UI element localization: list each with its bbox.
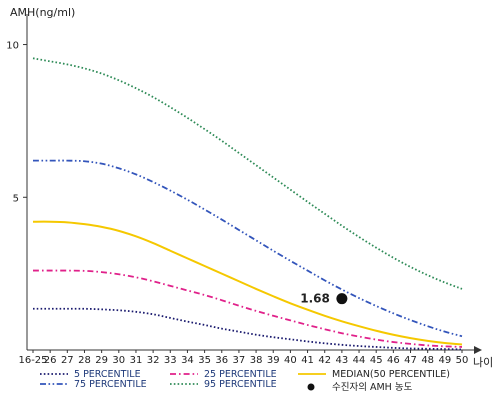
x-tick-label: 39 bbox=[267, 355, 280, 366]
legend-marker-dot bbox=[307, 383, 315, 391]
series-line-95-percentile bbox=[32, 57, 463, 290]
x-tick-label: 47 bbox=[404, 355, 417, 366]
x-tick-label: 16-25 bbox=[18, 355, 47, 366]
patient-marker-group: 1.68 bbox=[300, 292, 348, 306]
x-axis-arrow-icon bbox=[474, 346, 482, 354]
x-tick-label: 36 bbox=[215, 355, 228, 366]
patient-amh-value-label: 1.68 bbox=[300, 292, 330, 306]
x-axis-label: 나이 bbox=[473, 356, 493, 369]
x-tick-label: 29 bbox=[95, 355, 108, 366]
x-tick-label: 27 bbox=[61, 355, 74, 366]
x-tick-label: 44 bbox=[353, 355, 366, 366]
series-line-5-percentile bbox=[32, 307, 463, 351]
legend-label: 25 PERCENTILE bbox=[204, 369, 277, 380]
x-tick-label: 37 bbox=[233, 355, 246, 366]
x-tick-label: 35 bbox=[198, 355, 211, 366]
x-tick-label: 45 bbox=[370, 355, 383, 366]
legend-label: MEDIAN(50 PERCENTILE) bbox=[332, 369, 450, 380]
patient-amh-point bbox=[336, 293, 348, 305]
legend-label: 75 PERCENTILE bbox=[74, 379, 147, 390]
legend-label: 수진자의 AMH 농도 bbox=[332, 382, 413, 393]
legend-label: 5 PERCENTILE bbox=[74, 369, 141, 380]
series-lines bbox=[32, 57, 463, 351]
x-tick-label: 28 bbox=[78, 355, 91, 366]
x-tick-label: 43 bbox=[336, 355, 349, 366]
x-tick-label: 26 bbox=[44, 355, 57, 366]
x-tick-label: 31 bbox=[130, 355, 143, 366]
x-tick-label: 38 bbox=[250, 355, 263, 366]
x-tick-label: 33 bbox=[164, 355, 177, 366]
x-tick-label: 30 bbox=[112, 355, 125, 366]
series-line-median-50-percentile bbox=[32, 220, 463, 346]
x-tick-label: 41 bbox=[301, 355, 314, 366]
x-tick-label: 34 bbox=[181, 355, 194, 366]
legend: 5 PERCENTILE 25 PERCENTILE MEDIAN(50 PERCE… bbox=[40, 369, 450, 393]
y-axis-label: AMH(ng/ml) bbox=[10, 6, 75, 19]
x-tick-label: 50 bbox=[456, 355, 469, 366]
series-line-75-percentile bbox=[33, 159, 463, 338]
y-ticks: 5 10 bbox=[6, 41, 27, 204]
x-tick-label: 49 bbox=[438, 355, 451, 366]
y-tick-label: 10 bbox=[6, 41, 19, 52]
x-tick-label: 40 bbox=[284, 355, 297, 366]
x-tick-label: 32 bbox=[147, 355, 160, 366]
series-line-25-percentile bbox=[32, 269, 463, 348]
x-tick-label: 42 bbox=[318, 355, 331, 366]
x-tick-label: 48 bbox=[421, 355, 434, 366]
y-tick-label: 5 bbox=[13, 193, 19, 204]
legend-label: 95 PERCENTILE bbox=[204, 379, 277, 390]
x-tick-label: 46 bbox=[387, 355, 400, 366]
